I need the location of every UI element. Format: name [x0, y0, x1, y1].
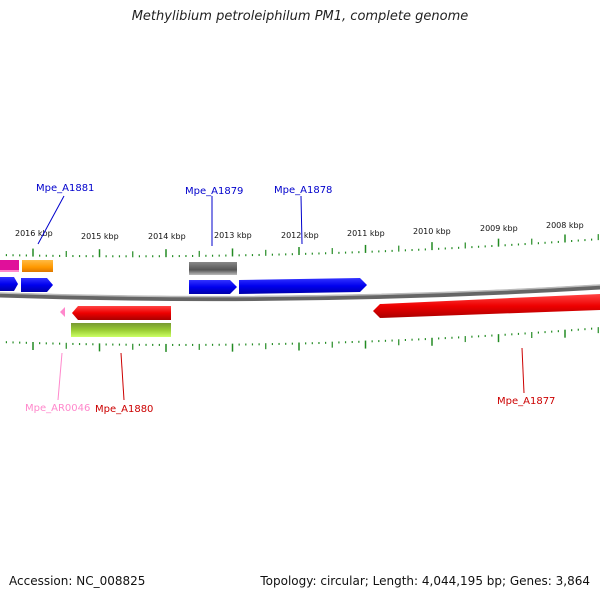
ruler-label-2010: 2010 kbp — [413, 227, 451, 236]
gene-label-mpe-a1877[interactable]: Mpe_A1877 — [497, 396, 555, 407]
callout-line-mpe-ar0046 — [57, 352, 63, 401]
ruler-label-2012: 2012 kbp — [281, 231, 319, 240]
cds-reverse-mpe-a1880[interactable] — [72, 306, 171, 320]
feature-gray[interactable] — [189, 262, 237, 275]
gene-label-mpe-a1880[interactable]: Mpe_A1880 — [95, 404, 153, 415]
rna-mpe-ar0046[interactable] — [60, 307, 65, 317]
gene-label-mpe-a1878[interactable]: Mpe_A1878 — [274, 185, 332, 196]
cds-forward-mpe-a1878[interactable] — [239, 278, 367, 294]
ruler-label-2016: 2016 kbp — [15, 229, 53, 238]
accession-text: Accession: NC_008825 — [9, 574, 146, 588]
gene-label-mpe-a1881[interactable]: Mpe_A1881 — [36, 183, 94, 194]
ruler-label-2014: 2014 kbp — [148, 232, 186, 241]
callout-line-mpe-a1877 — [521, 347, 525, 394]
callout-line-mpe-a1878 — [300, 195, 303, 245]
genome-backbone-highlight — [0, 284, 600, 298]
outer-tick-row — [5, 234, 599, 258]
ruler-label-2015: 2015 kbp — [81, 232, 119, 241]
cds-reverse-mpe-a1877[interactable] — [373, 294, 600, 318]
callout-line-mpe-a1881 — [37, 195, 65, 245]
feature-magenta[interactable] — [0, 260, 19, 272]
feature-green[interactable] — [71, 323, 171, 337]
ruler-label-2011: 2011 kbp — [347, 229, 385, 238]
feature-magenta-shadow — [0, 270, 19, 272]
feature-orange[interactable] — [22, 260, 53, 272]
ruler-label-2013: 2013 kbp — [214, 231, 252, 240]
ruler-label-2009: 2009 kbp — [480, 224, 518, 233]
map-title: Methylibium petroleiphilum PM1, complete… — [131, 9, 469, 24]
gene-label-mpe-ar0046[interactable]: Mpe_AR0046 — [25, 403, 90, 414]
ruler-label-2008: 2008 kbp — [546, 221, 584, 230]
cds-forward-mpe-a1881[interactable] — [21, 278, 53, 292]
gene-label-mpe-a1879[interactable]: Mpe_A1879 — [185, 186, 243, 197]
inner-tick-row — [5, 327, 599, 352]
genome-summary-text: Topology: circular; Length: 4,044,195 bp… — [260, 574, 590, 588]
genome-backbone — [0, 284, 600, 302]
cds-forward-arrow[interactable] — [0, 277, 18, 291]
callout-line-mpe-a1880 — [120, 352, 125, 401]
cds-forward-mpe-a1879[interactable] — [189, 280, 237, 294]
